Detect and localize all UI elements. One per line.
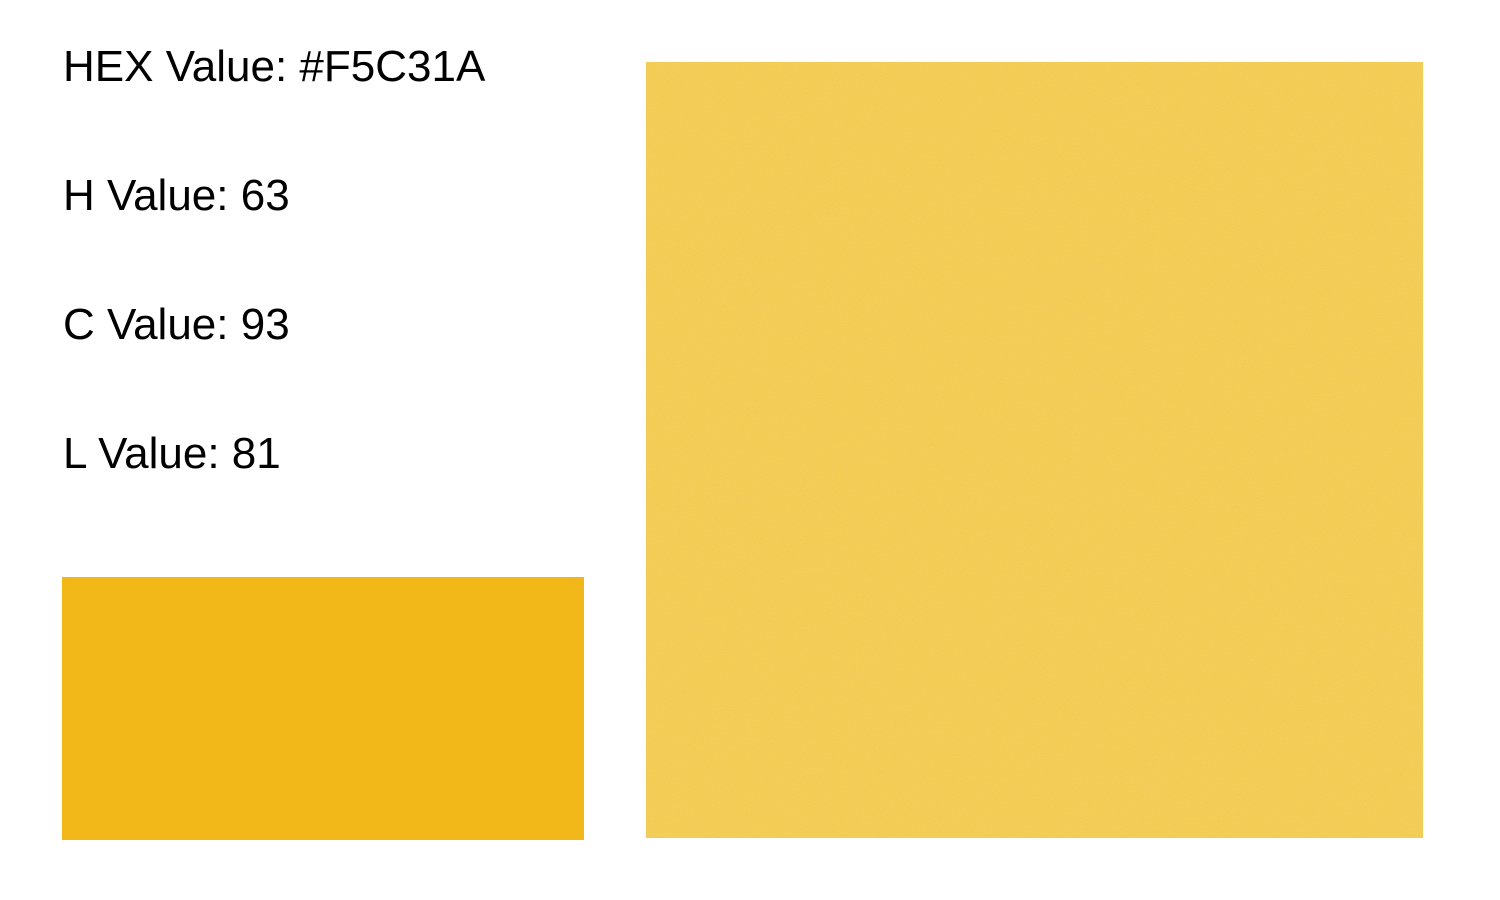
h-value-label: H Value: 63 [63, 171, 290, 220]
noisy-color-swatch [646, 62, 1423, 838]
solid-color-swatch [62, 577, 584, 840]
c-value-label: C Value: 93 [63, 300, 290, 349]
l-value-label: L Value: 81 [63, 429, 281, 478]
noise-grain [646, 62, 1423, 838]
hex-value-label: HEX Value: #F5C31A [63, 42, 486, 91]
noise-texture [646, 62, 1423, 838]
